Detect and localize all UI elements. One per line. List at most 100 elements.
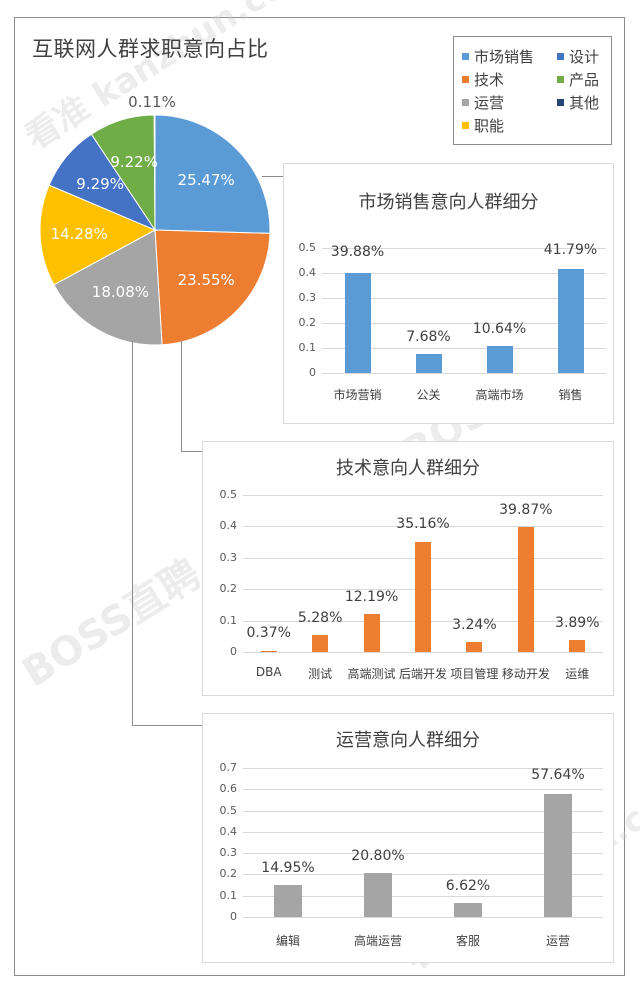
bar [486, 346, 513, 373]
gridline [322, 248, 606, 249]
legend-item: 技术 [462, 69, 504, 90]
y-axis-tick: 0.4 [219, 824, 238, 838]
gridline [243, 789, 603, 791]
bar-data-label: 39.88% [330, 244, 385, 260]
y-axis-tick: 0.5 [219, 803, 238, 817]
tech-breakdown-panel: 技术意向人群细分 0 0.1 0.2 0.3 0.4 0.5 0.37% DBA 5.28% 测试 1… [202, 441, 614, 696]
x-axis-label: DBA [255, 665, 282, 679]
bar [363, 613, 380, 652]
legend-item: 其他 [557, 92, 599, 113]
gridline [243, 526, 603, 528]
pie-slice-tech [154, 229, 271, 346]
gridline [322, 348, 606, 349]
gridline [243, 810, 603, 812]
x-axis-label: 移动开发 [501, 667, 550, 681]
pie-slice-func [39, 184, 157, 286]
bar-data-label: 10.64% [472, 321, 527, 338]
bar [517, 526, 534, 652]
x-axis-label: 运维 [565, 667, 590, 681]
legend-label: 市场销售 [474, 48, 535, 66]
legend-swatch-icon [557, 53, 564, 60]
pie-slice-market [154, 114, 271, 234]
connector-line [181, 341, 182, 452]
connector-line [132, 725, 202, 726]
pie-slice-other [153, 114, 156, 231]
gridline [243, 831, 603, 833]
pie-data-label: 25.47% [177, 171, 235, 190]
x-axis-label: 测试 [308, 667, 333, 681]
bar-data-label: 39.87% [499, 502, 553, 518]
bar-chart-title: 运营意向人群细分 [336, 730, 480, 751]
y-axis-tick: 0.2 [219, 582, 238, 596]
x-axis-label: 高端测试 [347, 667, 396, 681]
bar [415, 541, 431, 652]
bar [260, 650, 277, 652]
y-axis-tick: 0.4 [219, 519, 238, 533]
bar-data-label: 3.89% [555, 614, 600, 631]
legend-item: 产品 [557, 69, 599, 90]
y-axis-tick: 0.3 [219, 550, 238, 564]
legend-label: 产品 [569, 71, 600, 89]
bar-data-label: 7.68% [406, 328, 451, 345]
y-axis-tick: 0.1 [298, 341, 317, 354]
pie-data-label: 9.22% [110, 152, 158, 171]
y-axis-tick: 0.7 [219, 761, 238, 774]
gridline [243, 853, 603, 855]
gridline [322, 323, 606, 324]
y-axis-tick: 0.1 [219, 888, 238, 902]
bar [557, 268, 584, 373]
x-axis-label: 客服 [455, 934, 480, 948]
gridline [243, 917, 603, 918]
pie-data-label: 23.55% [177, 270, 235, 289]
bar [364, 872, 392, 917]
bar [312, 635, 329, 652]
x-axis-label: 运营 [545, 934, 570, 948]
bar-data-label: 3.24% [452, 616, 497, 633]
y-axis-tick: 0 [230, 910, 237, 923]
y-axis-tick: 0.4 [298, 266, 317, 279]
x-axis-label: 公关 [416, 388, 441, 402]
x-axis-label: 高端运营 [353, 934, 402, 948]
pie-legend: 市场销售 设计技术 产品运营 其他职能 [453, 36, 612, 145]
x-axis-label: 编辑 [275, 934, 300, 948]
bar-data-label: 14.95% [261, 860, 315, 877]
legend-item: 职能 [462, 115, 504, 136]
legend-swatch-icon [557, 99, 564, 106]
x-axis-label: 销售 [558, 388, 583, 402]
bar [544, 794, 572, 917]
gridline [243, 495, 603, 496]
pie-data-label: 18.08% [91, 283, 150, 302]
chart-frame [14, 17, 625, 976]
x-axis-label: 高端市场 [475, 388, 524, 402]
legend-swatch-icon [557, 76, 564, 83]
bar-data-label: 57.64% [531, 767, 585, 783]
connector-line [181, 451, 202, 452]
bar [344, 273, 371, 373]
pie-slice-ops [53, 229, 163, 346]
bar-chart-title: 市场销售意向人群细分 [358, 192, 539, 213]
legend-label: 技术 [474, 71, 505, 89]
bar-chart-title: 技术意向人群细分 [336, 458, 480, 479]
y-axis-tick: 0.2 [298, 316, 317, 329]
bar [415, 353, 442, 373]
legend-label: 运营 [474, 94, 505, 112]
bar [466, 641, 483, 652]
bar-data-label: 20.80% [351, 847, 405, 864]
legend-item: 设计 [557, 46, 599, 67]
legend-swatch-icon [462, 53, 469, 60]
pie-data-label: 9.29% [76, 175, 124, 194]
market-sales-breakdown-panel: 市场销售意向人群细分 0 0.1 0.2 0.3 0.4 0.5 39.88% 市场营销 7.68… [283, 163, 614, 424]
bar-data-label: 41.79% [543, 242, 598, 258]
connector-line [132, 341, 133, 726]
legend-label: 其他 [569, 94, 600, 112]
ops-breakdown-panel: 运营意向人群细分 0 0.1 0.2 0.3 0.4 0.5 0.6 0.7 14.95% 编辑 20… [202, 713, 614, 963]
pie-chart-title: 互联网人群求职意向占比 [32, 37, 269, 61]
bar-data-label: 35.16% [396, 516, 450, 532]
legend-swatch-icon [462, 99, 469, 106]
gridline [322, 298, 606, 299]
legend-swatch-icon [462, 122, 469, 129]
x-axis-label: 项目管理 [450, 667, 499, 681]
legend-item: 市场销售 [462, 46, 534, 67]
gridline [322, 373, 606, 374]
